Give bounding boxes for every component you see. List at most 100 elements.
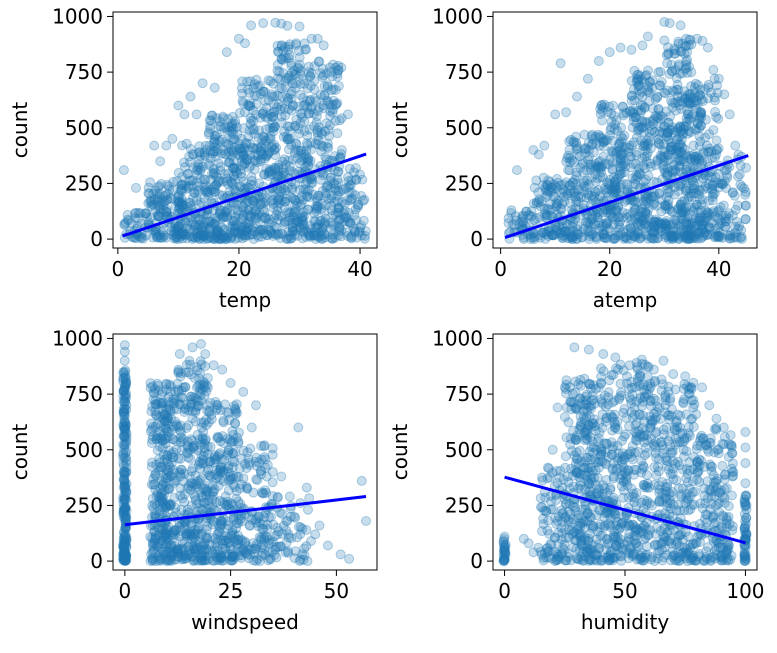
- scatter-point: [122, 209, 133, 220]
- scatter-point: [180, 162, 190, 172]
- scatter-point: [141, 208, 152, 219]
- scatter-point: [174, 349, 185, 359]
- scatter-point: [559, 412, 570, 422]
- scatter-point: [181, 138, 192, 149]
- scatter-point: [285, 133, 296, 144]
- scatter-point: [601, 233, 612, 244]
- scatter-point: [176, 180, 187, 191]
- scatter-point: [230, 404, 241, 415]
- scatter-point: [230, 418, 240, 429]
- scatter-point: [286, 86, 297, 97]
- scatter-point: [226, 498, 237, 509]
- scatter-point: [194, 147, 204, 158]
- x-axis-label: atemp: [593, 288, 658, 312]
- scatter-point: [242, 483, 253, 494]
- scatter-point: [258, 149, 268, 160]
- scatter-point: [223, 475, 234, 486]
- scatter-point: [306, 102, 317, 112]
- y-tick-label: 500: [65, 438, 103, 462]
- scatter-point: [243, 204, 254, 215]
- scatter-point: [623, 465, 634, 476]
- scatter-point: [156, 207, 166, 218]
- scatter-point: [247, 142, 258, 153]
- scatter-point: [235, 164, 246, 175]
- scatter-point: [254, 207, 265, 218]
- scatter-point: [258, 169, 269, 180]
- scatter-point: [533, 149, 544, 160]
- scatter-point: [226, 144, 237, 155]
- scatter-point: [265, 226, 276, 237]
- scatter-point: [626, 44, 637, 55]
- scatter-point: [245, 161, 256, 171]
- scatter-point: [206, 110, 217, 121]
- scatter-point: [264, 164, 275, 175]
- scatter-point: [245, 211, 256, 222]
- scatter-point: [298, 220, 309, 231]
- scatter-point: [187, 533, 197, 544]
- scatter-point: [197, 161, 208, 172]
- scatter-point: [266, 187, 277, 198]
- scatter-point: [148, 200, 159, 210]
- scatter-point: [607, 147, 618, 158]
- scatter-point: [204, 160, 215, 171]
- scatter-point: [563, 548, 574, 559]
- scatter-point: [171, 436, 182, 446]
- scatter-point: [267, 449, 278, 460]
- scatter-point: [187, 175, 198, 186]
- scatter-point: [659, 35, 670, 46]
- scatter-point: [245, 118, 256, 129]
- scatter-point: [255, 199, 266, 210]
- scatter-point: [716, 178, 727, 189]
- scatter-point: [150, 227, 161, 237]
- scatter-point: [217, 111, 228, 122]
- scatter-point: [135, 208, 146, 219]
- scatter-point: [711, 135, 722, 146]
- scatter-point: [199, 193, 210, 204]
- scatter-point: [220, 148, 231, 159]
- scatter-point: [277, 229, 288, 240]
- scatter-point: [263, 217, 274, 228]
- scatter-point: [271, 102, 282, 113]
- scatter-point: [174, 399, 185, 410]
- scatter-point: [136, 232, 147, 242]
- scatter-point: [155, 200, 165, 211]
- scatter-point: [664, 187, 675, 198]
- scatter-point: [303, 504, 313, 515]
- scatter-point: [254, 226, 265, 237]
- scatter-point: [148, 232, 158, 243]
- scatter-point: [248, 116, 259, 126]
- scatter-point: [230, 211, 241, 222]
- scatter-point: [268, 107, 279, 118]
- scatter-point: [154, 188, 165, 199]
- scatter-point: [177, 230, 188, 241]
- scatter-point: [241, 203, 252, 214]
- scatter-point: [730, 140, 741, 151]
- scatter-point: [221, 234, 232, 244]
- scatter-point: [199, 174, 210, 185]
- scatter-point: [675, 139, 686, 150]
- scatter-point: [299, 211, 309, 222]
- scatter-point: [612, 424, 623, 435]
- scatter-point: [155, 232, 166, 243]
- scatter-point: [301, 44, 311, 55]
- scatter-point: [291, 114, 302, 125]
- scatter-point: [259, 440, 270, 451]
- scatter-point: [221, 138, 232, 149]
- scatter-point: [185, 144, 196, 154]
- scatter-point: [236, 168, 247, 179]
- scatter-point: [156, 194, 167, 205]
- scatter-point: [697, 177, 707, 187]
- scatter-point: [216, 233, 227, 244]
- scatter-point: [286, 105, 297, 116]
- scatter-point: [631, 428, 642, 439]
- scatter-point: [207, 533, 218, 543]
- scatter-point: [239, 153, 250, 164]
- scatter-point: [200, 185, 211, 196]
- scatter-point: [173, 198, 184, 209]
- scatter-point: [242, 154, 252, 165]
- scatter-point: [168, 452, 179, 463]
- scatter-point: [233, 206, 244, 217]
- scatter-point: [167, 185, 178, 196]
- scatter-point: [243, 217, 254, 228]
- scatter-point: [289, 69, 300, 80]
